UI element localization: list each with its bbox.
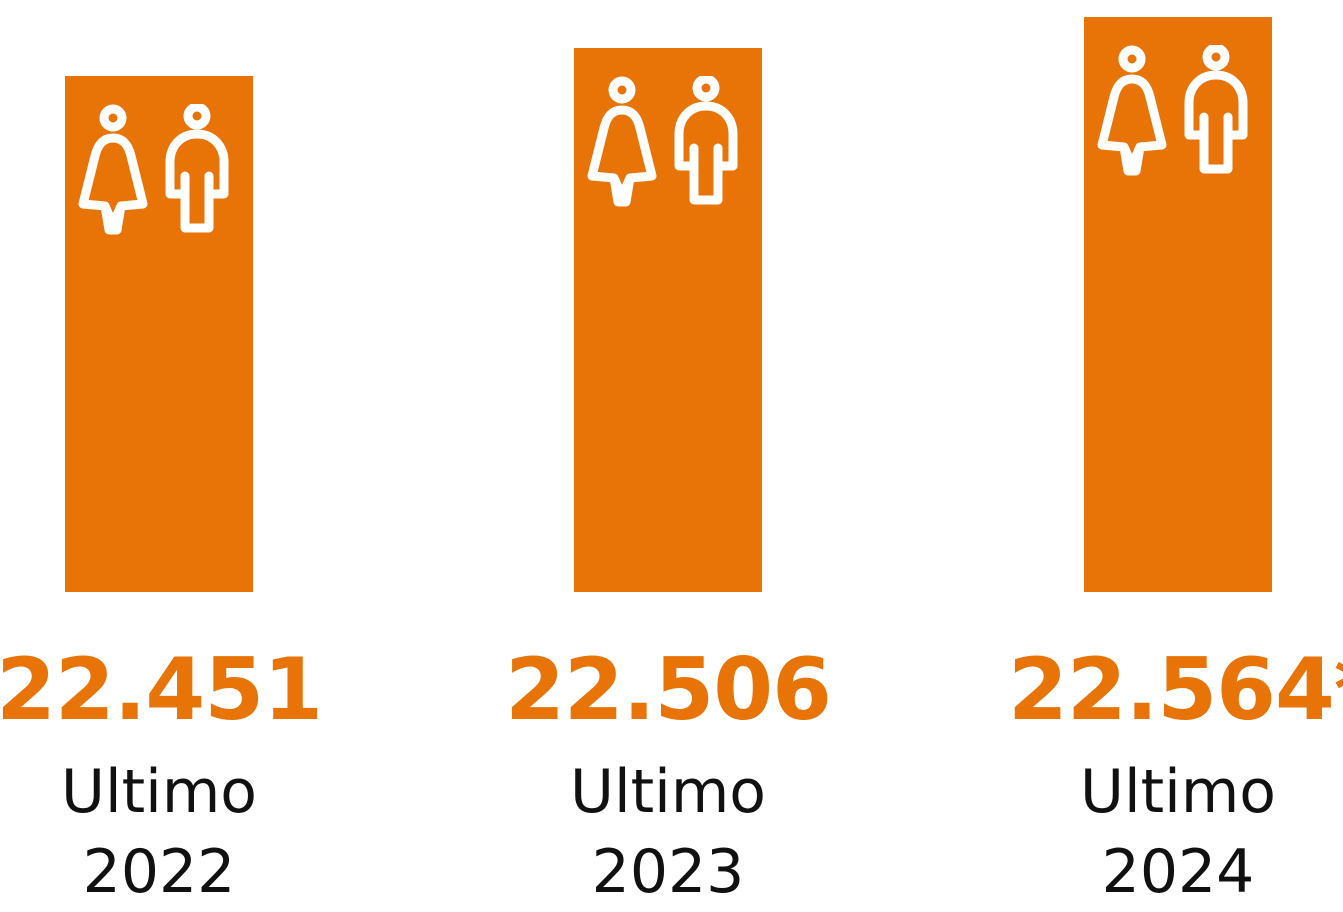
- bar: [574, 47, 762, 592]
- people-icon: [78, 104, 229, 235]
- value-label: 22.506: [505, 640, 832, 740]
- bar: [1084, 17, 1272, 592]
- value-label: 22.564*: [1008, 640, 1343, 740]
- bar: [65, 76, 253, 592]
- category-label: Ultimo 2023: [570, 757, 766, 907]
- value-label: 22.451: [0, 640, 323, 740]
- people-icon: [1097, 45, 1248, 176]
- people-icon: [587, 75, 738, 207]
- category-label: Ultimo 2022: [61, 757, 257, 907]
- category-label: Ultimo 2024: [1080, 757, 1276, 907]
